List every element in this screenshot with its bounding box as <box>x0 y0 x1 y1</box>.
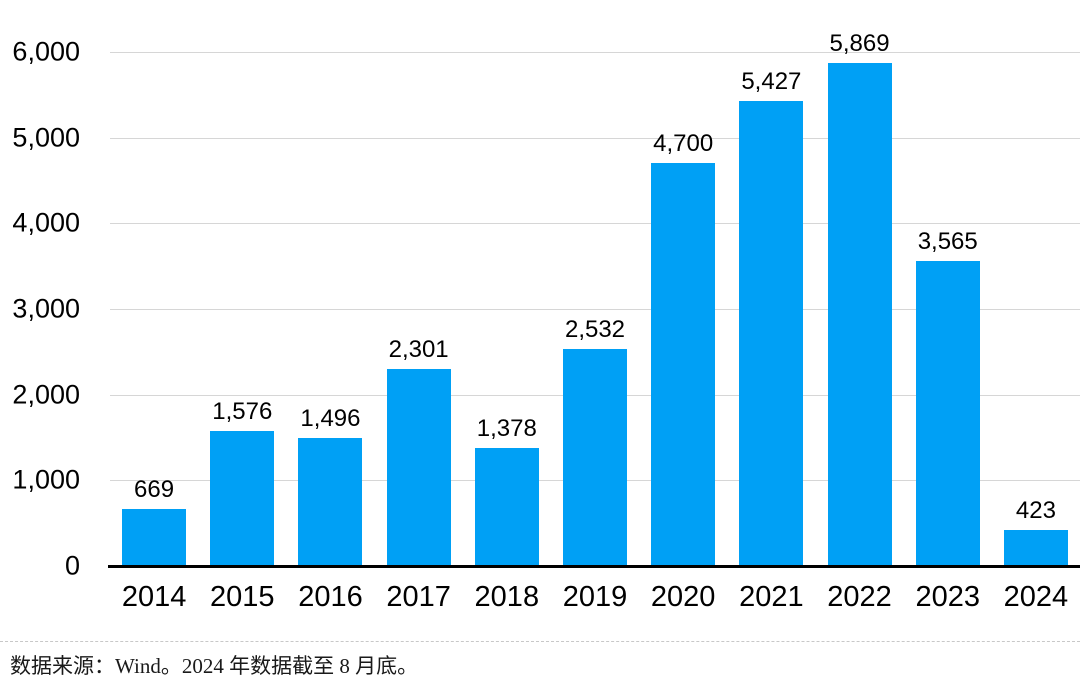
x-tick-label-2020: 2020 <box>650 581 716 613</box>
gridline-4000 <box>110 223 1080 225</box>
y-tick-label-3000: 3,000 <box>12 293 80 324</box>
y-tick-label-6000: 6,000 <box>12 36 80 67</box>
footer-separator-line <box>0 641 1080 642</box>
y-tick-label-1000: 1,000 <box>12 464 80 495</box>
bar-value-label-2019: 2,532 <box>564 316 626 344</box>
bar-2015 <box>210 430 275 566</box>
x-tick-label-2018: 2018 <box>474 581 540 613</box>
bar-value-label-2022: 5,869 <box>829 30 890 58</box>
y-tick-label-0: 0 <box>64 550 80 581</box>
x-tick-label-2019: 2019 <box>562 581 628 613</box>
x-tick-label-2021: 2021 <box>739 581 804 613</box>
bar-2022 <box>827 63 892 566</box>
x-tick-label-2024: 2024 <box>1003 581 1069 613</box>
bar-value-label-2015: 1,576 <box>212 397 273 425</box>
bar-value-label-2017: 2,301 <box>388 335 449 363</box>
gridline-5000 <box>110 137 1080 139</box>
x-tick-label-2015: 2015 <box>210 581 275 613</box>
gridline-3000 <box>110 309 1080 310</box>
x-tick-label-2022: 2022 <box>827 581 892 613</box>
bar-2024 <box>1003 529 1068 566</box>
bar-2021 <box>739 101 804 566</box>
bar-2016 <box>298 437 363 566</box>
y-tick-label-5000: 5,000 <box>12 122 80 153</box>
bar-value-label-2018: 1,378 <box>476 414 537 442</box>
bar-2019 <box>563 349 627 566</box>
bar-value-label-2014: 669 <box>134 475 175 503</box>
bar-value-label-2016: 1,496 <box>300 404 361 432</box>
bar-2020 <box>651 163 716 566</box>
x-tick-label-2023: 2023 <box>915 581 980 613</box>
data-source-note: 数据来源：Wind。2024 年数据截至 8 月底。 <box>10 654 419 678</box>
bar-2014 <box>122 508 187 566</box>
bar-value-label-2023: 3,565 <box>917 227 978 255</box>
x-tick-label-2016: 2016 <box>298 581 363 613</box>
bar-value-label-2024: 423 <box>1015 496 1056 524</box>
gridline-6000 <box>110 52 1080 53</box>
x-axis-line <box>108 565 1080 568</box>
x-tick-label-2014: 2014 <box>121 581 187 613</box>
bar-value-label-2020: 4,700 <box>653 130 714 158</box>
y-tick-label-4000: 4,000 <box>12 207 80 238</box>
y-tick-label-2000: 2,000 <box>12 379 80 410</box>
bar-2018 <box>474 447 539 566</box>
bar-value-label-2021: 5,427 <box>741 68 802 96</box>
x-tick-label-2017: 2017 <box>386 581 451 613</box>
bar-2017 <box>386 368 451 566</box>
bar-2023 <box>915 260 980 566</box>
